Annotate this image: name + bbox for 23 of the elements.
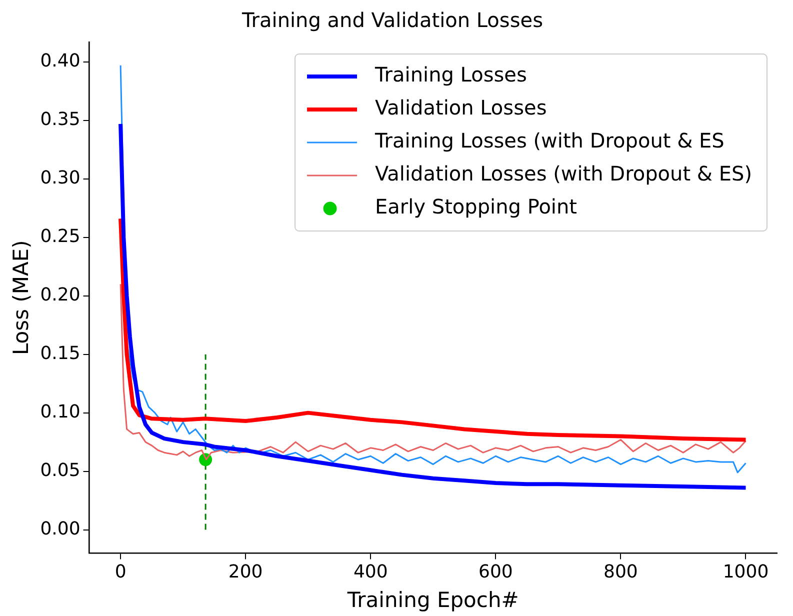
x-tick-label: 200 bbox=[228, 562, 263, 583]
y-tick-label: 0.15 bbox=[40, 343, 80, 364]
y-tick-label: 0.30 bbox=[40, 168, 80, 189]
legend-label: Validation Losses (with Dropout & ES) bbox=[375, 162, 752, 186]
y-tick-label: 0.10 bbox=[40, 401, 80, 422]
y-axis-title: Loss (MAE) bbox=[9, 240, 34, 356]
x-axis-title: Training Epoch# bbox=[346, 588, 519, 612]
y-tick-label: 0.20 bbox=[40, 284, 80, 306]
chart-title: Training and Validation Losses bbox=[241, 8, 543, 32]
legend-label: Validation Losses bbox=[375, 96, 547, 120]
y-tick-label: 0.40 bbox=[40, 50, 80, 72]
legend-label: Training Losses bbox=[374, 62, 527, 87]
y-tick-label: 0.25 bbox=[40, 226, 80, 248]
x-tick-label: 800 bbox=[604, 562, 638, 583]
y-tick-label: 0.05 bbox=[40, 460, 80, 481]
legend-label: Early Stopping Point bbox=[375, 194, 578, 219]
legend-label: Training Losses (with Dropout & ES bbox=[374, 128, 724, 153]
x-tick-label: 600 bbox=[478, 562, 513, 583]
x-tick-label: 1000 bbox=[722, 562, 769, 583]
y-tick-label: 0.35 bbox=[40, 109, 80, 130]
x-tick-label: 0 bbox=[114, 562, 126, 583]
y-tick-label: 0.00 bbox=[40, 518, 80, 540]
x-tick-label: 400 bbox=[353, 562, 388, 583]
